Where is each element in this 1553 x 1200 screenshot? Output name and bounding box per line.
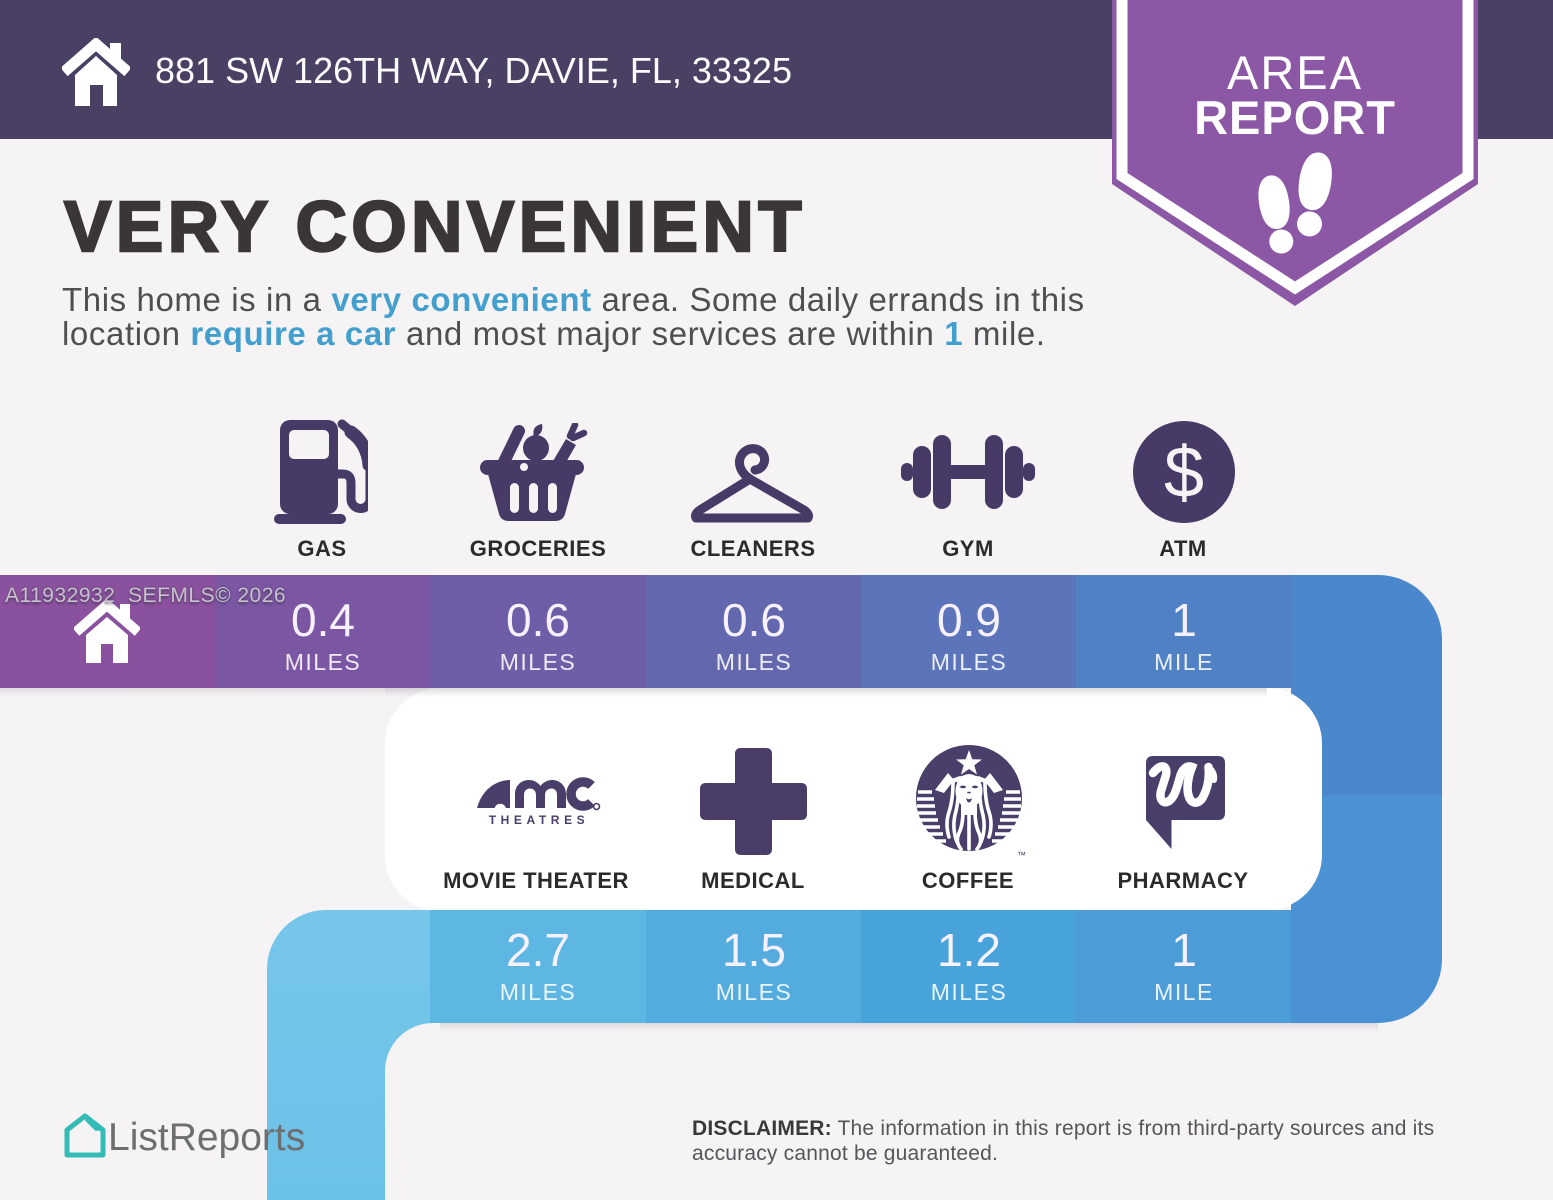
svg-text:™: ™	[1017, 850, 1026, 860]
svg-text:REPORT: REPORT	[1194, 91, 1396, 144]
svg-text:THEATRES: THEATRES	[489, 813, 590, 827]
svg-text:AREA: AREA	[1227, 46, 1363, 99]
svg-text:$: $	[1164, 433, 1204, 513]
